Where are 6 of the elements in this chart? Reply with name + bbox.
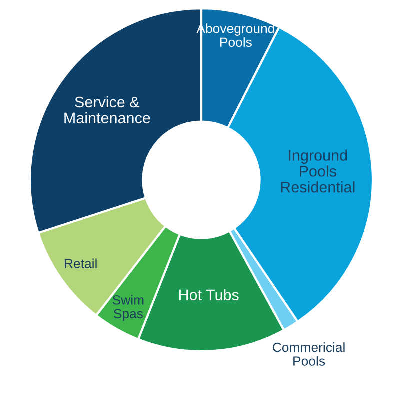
slice-label: Commericial Pools: [273, 342, 345, 366]
slice-label: Retail: [65, 258, 97, 268]
slice-label: Service & Maintenance: [64, 96, 150, 124]
slice-label: Inground Pools Residential: [281, 150, 355, 193]
slice-label: Swim Spas: [112, 295, 144, 322]
slice-label: Hot Tubs: [180, 289, 239, 301]
